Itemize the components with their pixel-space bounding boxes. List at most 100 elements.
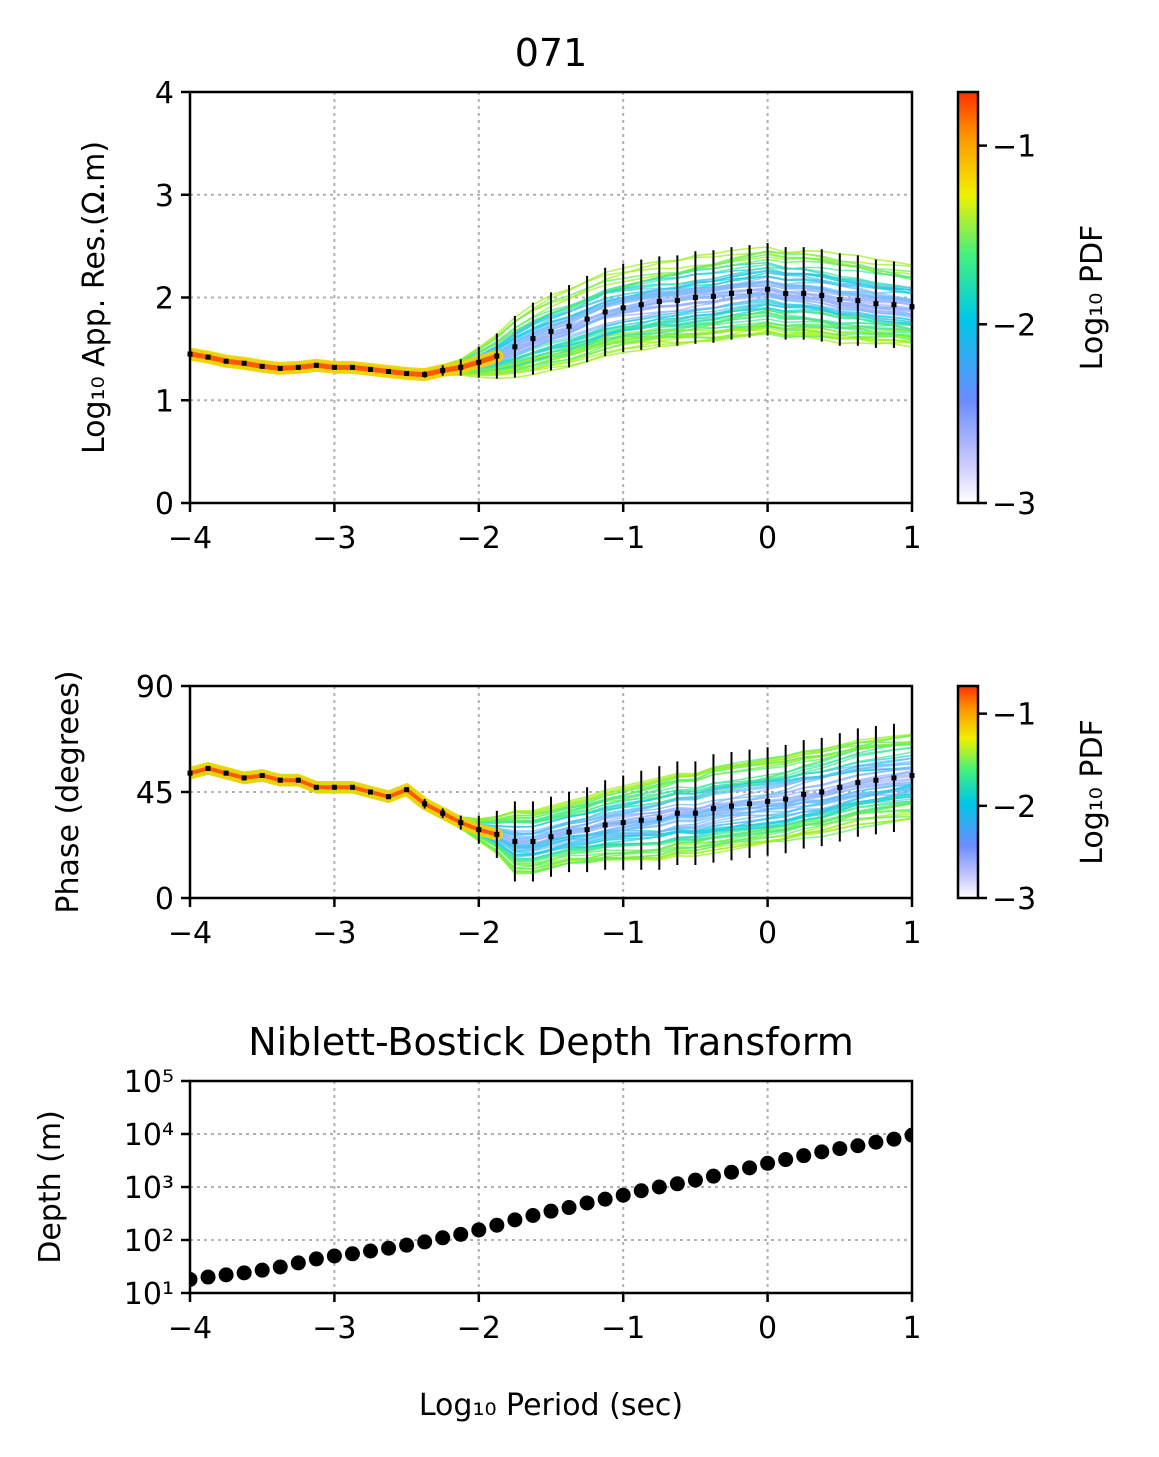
depth-point: [796, 1148, 812, 1164]
colorbar-gradient: [956, 684, 980, 900]
colorbar-phase: −1 −2 −3 Log₁₀ PDF: [956, 684, 1110, 917]
data-point: [566, 323, 572, 329]
x-tick-label: −1: [601, 916, 645, 951]
data-point: [331, 364, 337, 370]
data-point: [620, 820, 626, 826]
pdf-core-inner: [190, 766, 499, 837]
data-point: [638, 817, 644, 823]
x-tick-label: −2: [457, 521, 501, 556]
data-point: [783, 796, 789, 802]
data-point: [458, 364, 464, 370]
data-point: [710, 805, 716, 811]
depth-point: [218, 1267, 234, 1283]
colorbar-tick-label: −2: [992, 790, 1036, 825]
data-point: [656, 815, 662, 821]
data-point: [277, 365, 283, 371]
depth-point: [344, 1246, 360, 1262]
x-tick-label: 0: [758, 1311, 777, 1346]
colorbar-tick-label: −2: [992, 308, 1036, 343]
depth-point: [651, 1179, 667, 1195]
depth-point: [886, 1131, 902, 1147]
data-point: [801, 290, 807, 296]
y-tick-label: 4: [155, 76, 174, 111]
data-point: [295, 777, 301, 783]
pdf-core-inner: [190, 351, 500, 378]
colorbar-tick-label: −1: [992, 698, 1036, 733]
y-axis-label: Log₁₀ App. Res.(Ω.m): [77, 141, 112, 454]
depth-point: [525, 1207, 541, 1223]
y-tick-label: 90: [136, 670, 174, 705]
data-point: [512, 838, 518, 844]
data-point: [295, 364, 301, 370]
depth-point: [832, 1141, 848, 1157]
depth-point: [778, 1152, 794, 1168]
data-point: [386, 794, 392, 800]
data-point: [368, 789, 373, 795]
data-point: [458, 820, 464, 826]
depth-point: [236, 1265, 252, 1281]
depth-point: [742, 1160, 758, 1176]
depth-point: [507, 1212, 523, 1228]
depth-point: [543, 1203, 559, 1219]
y-tick-label: 10³: [124, 1171, 174, 1206]
app-res-panel: −4 −3 −2 −1 0 1 0 1 2 3 4 Log₁₀ App. Res.(Ω.m): [77, 76, 922, 556]
data-point: [205, 765, 211, 771]
y-tick-label: 10⁵: [124, 1065, 174, 1100]
y-tick-label: 1: [155, 384, 174, 419]
depth-point: [308, 1251, 324, 1267]
data-point: [530, 336, 536, 342]
depth-panel: −4 −3 −2 −1 0 1 10¹ 10² 10³ 10⁴ 10⁵ Depth (m) Log₁₀ …: [33, 1020, 922, 1423]
data-point: [656, 299, 662, 305]
data-point: [349, 364, 355, 370]
depth-point: [471, 1222, 487, 1238]
data-point: [494, 831, 500, 837]
x-tick-label: −2: [457, 1311, 501, 1346]
data-point: [548, 834, 554, 840]
colorbar-tick-label: −1: [992, 130, 1036, 165]
y-tick-label: 45: [136, 776, 174, 811]
y-axis-label: Phase (degrees): [51, 670, 86, 913]
x-tick-label: 1: [902, 521, 921, 556]
depth-point: [200, 1269, 216, 1285]
data-point: [440, 367, 446, 373]
data-point: [259, 363, 265, 369]
data-point: [801, 791, 807, 797]
y-tick-label: 0: [155, 882, 174, 917]
colorbar-tick-label: −3: [992, 882, 1036, 917]
depth-point: [453, 1226, 469, 1242]
data-point: [476, 359, 482, 365]
y-tick-label: 3: [155, 179, 174, 214]
depth-point: [272, 1259, 288, 1275]
x-axis-label: Log₁₀ Period (sec): [419, 1388, 683, 1423]
data-point: [259, 773, 265, 779]
pdf-core-outer: [190, 762, 503, 841]
data-point: [404, 371, 410, 377]
phase-panel: −4 −3 −2 −1 0 1 0 45 90 Phase (degrees): [51, 670, 922, 951]
data-point: [729, 290, 734, 296]
x-tick-label: 0: [758, 521, 777, 556]
depth-point: [724, 1164, 739, 1180]
depth-point: [687, 1172, 703, 1188]
data-point: [747, 288, 753, 294]
y-tick-label: 10⁴: [124, 1118, 174, 1153]
data-point: [819, 292, 825, 298]
data-point: [710, 293, 716, 299]
data-point: [205, 354, 211, 360]
depth-point: [633, 1183, 649, 1199]
data-point: [855, 298, 861, 304]
x-tick-label: −2: [457, 916, 501, 951]
depth-point: [868, 1134, 884, 1150]
data-point: [223, 358, 229, 364]
panel-title: Niblett-Bostick Depth Transform: [248, 1020, 854, 1064]
depth-point: [705, 1168, 721, 1184]
data-point: [783, 290, 789, 296]
depth-point: [814, 1144, 830, 1160]
data-point: [747, 801, 753, 807]
data-point: [422, 372, 428, 378]
x-tick-label: 1: [902, 1311, 921, 1346]
data-point: [620, 305, 626, 311]
depth-point: [597, 1191, 613, 1207]
depth-point: [254, 1262, 270, 1278]
figure-title: 071: [515, 31, 588, 75]
